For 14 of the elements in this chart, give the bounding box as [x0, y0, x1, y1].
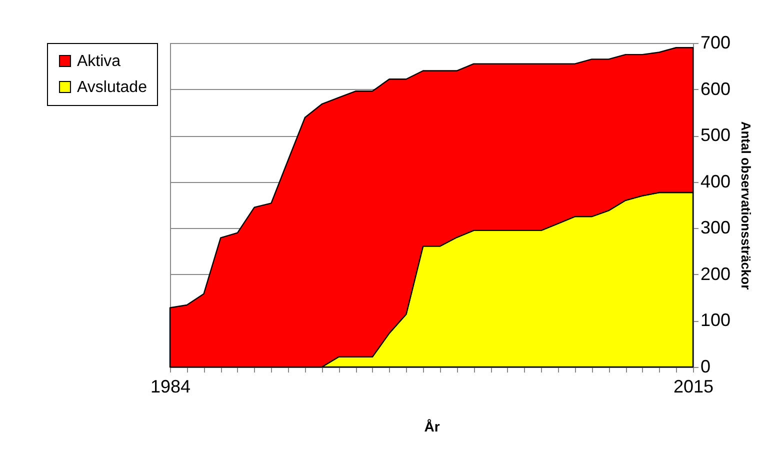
y-tick-label: 400	[700, 171, 731, 192]
y-tick-label: 100	[700, 310, 731, 330]
legend-label: Aktiva	[77, 53, 121, 70]
y-tick-label: 500	[700, 125, 731, 146]
y-tick-label: 600	[700, 78, 731, 99]
x-tick-label: 2015	[673, 376, 714, 396]
y-tick-label: 700	[700, 32, 731, 52]
y-axis-title: Antal observationssträckor	[738, 121, 754, 290]
y-tick-label: 300	[700, 218, 731, 238]
x-tick-label: 1984	[150, 376, 191, 396]
y-tick-label: 0	[700, 356, 711, 376]
x-axis-title: År	[424, 418, 440, 434]
y-tick-label: 200	[700, 264, 731, 284]
legend-label: Avslutade	[77, 79, 148, 96]
